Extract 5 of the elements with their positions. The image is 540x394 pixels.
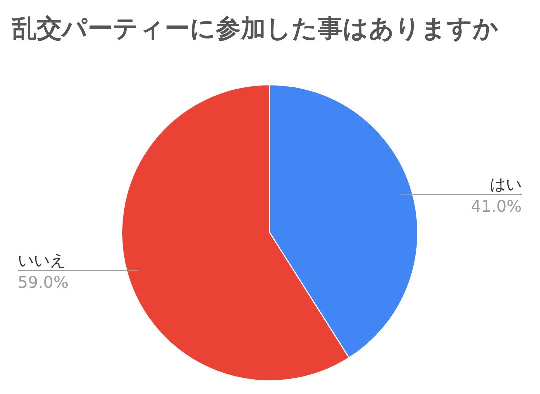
chart-title: 乱交パーティーに参加した事はありますか (12, 14, 500, 44)
slice-label: いいえ (18, 250, 66, 270)
data-label: 59.0% (18, 272, 69, 292)
slice-label: はい (490, 175, 522, 194)
data-label: 41.0% (471, 197, 522, 216)
